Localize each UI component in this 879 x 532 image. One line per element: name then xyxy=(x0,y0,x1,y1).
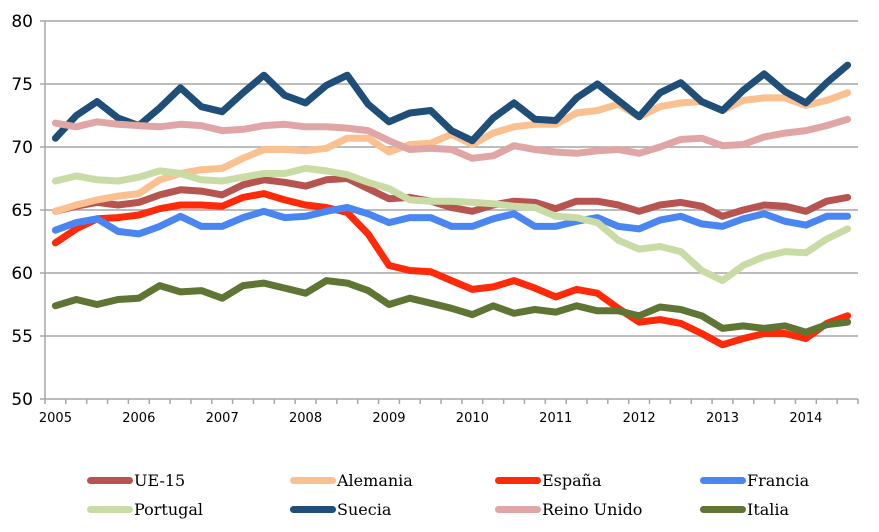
y-tick-label: 50 xyxy=(11,390,33,410)
y-tick-label: 80 xyxy=(11,12,33,32)
legend-item: UE-15 xyxy=(87,468,185,492)
series-lines xyxy=(51,61,852,349)
y-tick-label: 70 xyxy=(11,138,33,158)
legend-swatch xyxy=(700,505,746,513)
y-tick-label: 75 xyxy=(11,75,33,95)
series-line-francia xyxy=(51,204,852,238)
legend: UE-15 Alemania España Francia Portugal Suecia… xyxy=(0,462,879,532)
series-line-italia xyxy=(51,277,852,336)
x-tick-label: 2013 xyxy=(706,411,739,426)
legend-label: Portugal xyxy=(134,499,204,519)
legend-swatch xyxy=(290,476,336,484)
legend-swatch xyxy=(290,505,336,513)
legend-item: España xyxy=(495,468,602,492)
axes xyxy=(44,21,859,404)
legend-item: Francia xyxy=(700,468,809,492)
legend-label: Suecia xyxy=(337,499,392,519)
legend-swatch xyxy=(87,476,133,484)
legend-label: Francia xyxy=(747,470,810,490)
x-tick-label: 2014 xyxy=(789,411,822,426)
series-line-espa-a xyxy=(51,190,852,349)
x-tick-label: 2005 xyxy=(39,411,72,426)
legend-label: UE-15 xyxy=(134,470,186,490)
y-axis-ticks: 50 55 60 65 70 75 80 xyxy=(11,12,33,410)
legend-label: Alemania xyxy=(337,470,413,490)
legend-item: Alemania xyxy=(290,468,413,492)
legend-swatch xyxy=(700,476,746,484)
legend-item: Reino Unido xyxy=(495,497,642,521)
legend-swatch xyxy=(87,505,133,513)
x-tick-label: 2006 xyxy=(122,411,155,426)
legend-swatch xyxy=(495,476,541,484)
series-line-portugal xyxy=(51,164,852,285)
x-tick-label: 2007 xyxy=(206,411,239,426)
legend-label: Italia xyxy=(747,499,790,519)
x-tick-label: 2010 xyxy=(456,411,489,426)
legend-label: España xyxy=(542,470,602,490)
legend-item: Portugal xyxy=(87,497,203,521)
x-tick-label: 2012 xyxy=(623,411,656,426)
x-tick-label: 2008 xyxy=(289,411,322,426)
legend-item: Italia xyxy=(700,497,789,521)
x-axis-ticks: 2005 2006 2007 2008 2009 2010 2011 2012 2013 2014 xyxy=(39,411,823,426)
series-line-ue-15 xyxy=(51,175,852,220)
series-line-suecia xyxy=(51,61,852,145)
y-tick-label: 60 xyxy=(11,264,33,284)
series-line-reino-unido xyxy=(51,115,852,162)
y-tick-label: 65 xyxy=(11,201,33,221)
x-tick-label: 2011 xyxy=(539,411,572,426)
legend-label: Reino Unido xyxy=(542,499,643,519)
x-tick-label: 2009 xyxy=(372,411,405,426)
legend-swatch xyxy=(495,505,541,513)
legend-item: Suecia xyxy=(290,497,391,521)
y-tick-label: 55 xyxy=(11,327,33,347)
